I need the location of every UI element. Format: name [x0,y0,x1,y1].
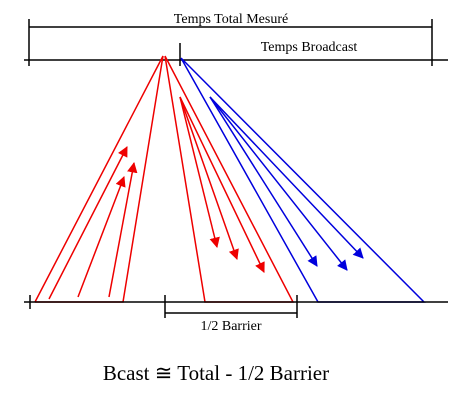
red-barrier-triangle [34,55,164,303]
half-barrier-bracket [164,295,298,318]
blue-broadcast-arrows [209,96,364,271]
red-down-arrow [179,96,265,273]
red-down-arrow [179,96,239,260]
red-down-arrow [179,96,220,249]
blue-broadcast-triangle [180,57,426,303]
blue-down-arrow [209,96,364,259]
total-time-bracket [28,19,433,66]
half-barrier-label: 1/2 Barrier [200,319,261,334]
bottom-time-axis [24,295,448,309]
red-barrier-arrows [48,146,138,300]
total-time-label: Temps Total Mesuré [174,12,288,27]
top-time-axis [24,43,448,66]
formula-text: Bcast ≅ Total - 1/2 Barrier [103,361,329,385]
broadcast-time-label: Temps Broadcast [261,40,358,55]
red-up-arrow [77,176,126,298]
red-release-triangle [164,55,295,303]
blue-down-arrow [209,96,348,271]
red-up-arrow [108,161,138,298]
blue-down-arrow [209,96,318,267]
red-up-arrow [48,146,128,300]
red-release-arrows [179,96,265,273]
